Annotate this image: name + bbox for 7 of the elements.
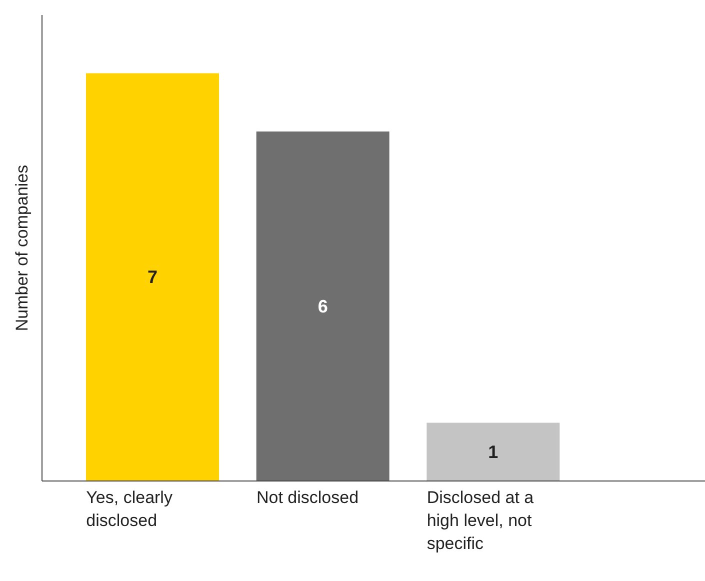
x-tick-label: Yes, clearly disclosed bbox=[86, 488, 173, 530]
y-axis-title: Number of companies bbox=[12, 164, 32, 332]
data-label: 1 bbox=[488, 442, 498, 462]
x-tick-label: Disclosed at a high level, not specific bbox=[426, 488, 534, 553]
data-label: 6 bbox=[318, 296, 328, 316]
data-label: 7 bbox=[147, 267, 158, 288]
x-tick-label: Not disclosed bbox=[256, 488, 359, 507]
